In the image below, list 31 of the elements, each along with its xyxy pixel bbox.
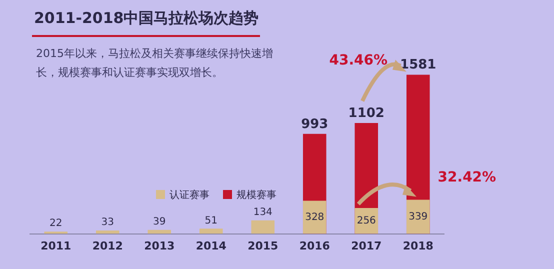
bar (251, 220, 275, 234)
annotation: 32.42% (438, 169, 496, 186)
data-label: 33 (101, 217, 114, 228)
legend-label: 认证赛事 (168, 188, 210, 202)
data-label: 1581 (400, 58, 436, 73)
x-tick-label: 2017 (351, 239, 382, 252)
bar (406, 200, 430, 234)
data-label: 39 (153, 216, 166, 228)
x-tick-label: 2014 (196, 239, 227, 252)
bar (302, 200, 326, 234)
data-label: 993 (301, 116, 328, 132)
legend-label: 规模赛事 (235, 188, 276, 202)
x-tick-label: 2011 (40, 239, 72, 252)
x-tick-label: 2012 (92, 239, 123, 252)
x-tick-label: 2015 (248, 239, 278, 252)
data-label: 134 (253, 206, 272, 218)
x-tick-label: 2018 (402, 239, 434, 252)
bar (199, 228, 223, 234)
data-label: 22 (50, 218, 62, 230)
data-label: 51 (204, 215, 218, 226)
x-tick-label: 2016 (299, 239, 330, 252)
data-label: 1102 (348, 106, 384, 121)
bar (96, 230, 120, 234)
x-tick-label: 2013 (144, 239, 175, 252)
data-label: 328 (305, 212, 324, 223)
chart-title: 2011-2018中国马拉松场次趋势 (34, 9, 259, 28)
text: 43.46% (329, 52, 388, 68)
data-label: 339 (408, 211, 428, 222)
bar (148, 230, 172, 234)
data-label: 256 (356, 216, 376, 227)
chart-subtitle: 2015年以来，马拉松及相关赛事继续保持快速增长，规模赛事和认证赛事实现双增长。 (36, 46, 274, 81)
